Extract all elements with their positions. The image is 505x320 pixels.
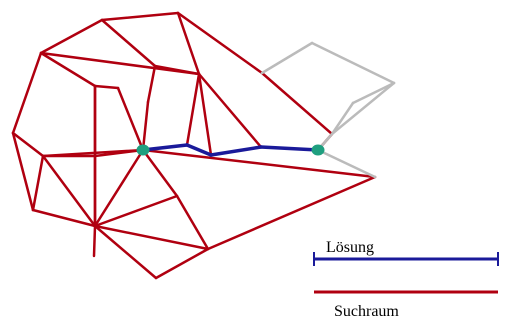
unexplored-edge bbox=[330, 81, 396, 136]
path-endpoints bbox=[136, 144, 325, 156]
search-space-edge bbox=[11, 131, 35, 212]
search-space-edge bbox=[92, 224, 97, 258]
search-space-edge bbox=[176, 11, 264, 75]
solution-path-edge bbox=[259, 145, 320, 152]
unexplored-edge bbox=[330, 101, 355, 136]
search-space-edge bbox=[100, 18, 157, 68]
search-space-edge bbox=[141, 148, 377, 179]
search-space-edge bbox=[154, 247, 210, 280]
search-space-edge bbox=[11, 131, 45, 158]
search-space-edge bbox=[175, 194, 210, 251]
search-space-edge bbox=[41, 154, 97, 228]
search-space-edge bbox=[100, 11, 180, 22]
search-space-edge bbox=[39, 18, 104, 55]
solution-path bbox=[141, 143, 320, 157]
search-space-edge bbox=[93, 224, 210, 251]
legend-search-space-label: Suchraum bbox=[334, 303, 399, 320]
legend-solution-label: Lösung bbox=[326, 239, 374, 256]
search-space-edge bbox=[141, 148, 179, 198]
search-space-edge bbox=[116, 86, 145, 152]
unexplored-edge bbox=[316, 148, 377, 179]
search-space-edge bbox=[93, 84, 120, 90]
search-space-edge bbox=[39, 51, 97, 88]
search-space-edge bbox=[93, 224, 158, 280]
search-space-edge bbox=[93, 194, 179, 228]
search-space-edge bbox=[185, 72, 201, 147]
search-space-edge bbox=[39, 51, 201, 76]
unexplored-edge bbox=[351, 81, 396, 105]
unexplored-edge bbox=[260, 41, 314, 75]
search-space-edge bbox=[153, 64, 201, 76]
solution-path-edge bbox=[209, 145, 263, 157]
search-space-edges bbox=[11, 11, 377, 280]
solution-path-edge bbox=[141, 143, 189, 152]
solution-path-edge bbox=[185, 143, 213, 157]
search-space-edge bbox=[31, 208, 97, 228]
search-space-edge bbox=[197, 72, 213, 157]
search-space-edge bbox=[260, 71, 334, 136]
goal-node bbox=[311, 144, 325, 156]
search-space-edge bbox=[41, 148, 145, 158]
unexplored-edge bbox=[310, 41, 396, 85]
search-space-edge bbox=[93, 148, 145, 228]
search-space-edge bbox=[146, 64, 157, 104]
search-space-edge bbox=[11, 51, 43, 135]
search-space-edge bbox=[176, 11, 201, 76]
legend: Lösung Suchraum bbox=[313, 239, 499, 320]
unexplored-edges bbox=[260, 41, 396, 179]
search-space-edge bbox=[31, 154, 45, 212]
start-node bbox=[136, 144, 150, 156]
search-space-edge bbox=[206, 175, 377, 251]
search-space-edge bbox=[197, 72, 263, 149]
search-space-edge bbox=[141, 100, 150, 152]
